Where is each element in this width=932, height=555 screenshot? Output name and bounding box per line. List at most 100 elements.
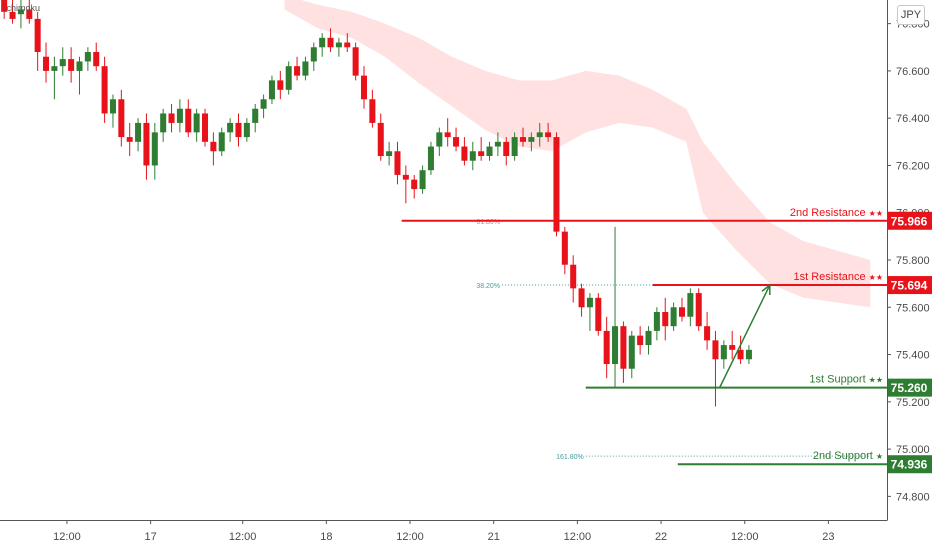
candle xyxy=(561,226,568,275)
candle xyxy=(210,132,217,166)
candle xyxy=(461,137,468,166)
price-badge xyxy=(888,211,932,230)
candle xyxy=(695,288,702,331)
candle xyxy=(411,174,418,199)
candle xyxy=(595,293,602,336)
time-tick-label: 12:00 xyxy=(53,531,81,543)
price-badge-label: 75.966 xyxy=(891,214,928,228)
candle xyxy=(511,132,518,161)
price-badge-label: 75.694 xyxy=(891,279,928,293)
candle-body xyxy=(118,99,125,138)
candle xyxy=(528,132,535,152)
candle-body xyxy=(327,37,334,48)
candle xyxy=(570,255,577,303)
level-name: 2nd Support xyxy=(813,450,873,462)
candle-body xyxy=(302,61,309,76)
candle-body xyxy=(210,141,217,152)
candle-body xyxy=(352,47,359,76)
candle-body xyxy=(185,108,192,133)
candle xyxy=(51,56,58,100)
candle xyxy=(43,42,50,83)
candle-body xyxy=(252,108,259,123)
time-tick-label: 12:00 xyxy=(229,531,257,543)
candle-body xyxy=(51,66,58,71)
candle xyxy=(185,99,192,138)
candle-body xyxy=(84,52,91,62)
candle xyxy=(68,47,75,83)
time-tick-label: 23 xyxy=(822,531,834,543)
candle xyxy=(17,0,24,29)
candle-body xyxy=(720,345,727,360)
candle xyxy=(109,94,116,128)
candle xyxy=(478,137,485,161)
candle-body xyxy=(662,312,669,327)
candle-body xyxy=(737,349,744,360)
candle xyxy=(486,141,493,161)
candle xyxy=(1,0,8,19)
time-tick-label: 21 xyxy=(488,531,500,543)
candle-body xyxy=(511,137,518,156)
candle-body xyxy=(9,11,16,19)
candle xyxy=(637,326,644,355)
price-tick-label: 76.600 xyxy=(896,66,930,78)
candle-body xyxy=(620,326,627,369)
currency-selector[interactable]: JPY xyxy=(897,5,925,25)
candle-body xyxy=(377,122,384,156)
candle-body xyxy=(637,335,644,346)
time-tick-label: 22 xyxy=(655,531,667,543)
candle-body xyxy=(294,66,301,76)
level-stars: ★★ xyxy=(869,376,883,385)
candle-body xyxy=(453,137,460,147)
candle xyxy=(143,113,150,180)
candle-body xyxy=(151,132,158,166)
level-label: 2nd Support ★ xyxy=(813,450,883,462)
candle xyxy=(436,127,443,156)
candle xyxy=(419,165,426,194)
candle-body xyxy=(570,264,577,289)
candle xyxy=(369,89,376,128)
candle-body xyxy=(260,99,267,109)
fib-label: 61.80% xyxy=(476,219,500,226)
candle xyxy=(235,113,242,147)
candle-body xyxy=(528,137,535,142)
candle-body xyxy=(193,113,200,133)
level-name: 1st Resistance xyxy=(794,271,866,283)
candle xyxy=(704,312,711,350)
candle-body xyxy=(235,122,242,138)
price-tick-label: 76.400 xyxy=(896,113,930,125)
candle xyxy=(260,94,267,119)
candle xyxy=(603,316,610,379)
candle-body xyxy=(109,99,116,114)
candle xyxy=(586,293,593,331)
candle-body xyxy=(369,99,376,123)
candle-body xyxy=(101,66,108,114)
candle-body xyxy=(603,330,610,364)
time-tick-label: 17 xyxy=(144,531,156,543)
candle-body xyxy=(419,170,426,190)
candle xyxy=(352,42,359,81)
candle-body xyxy=(436,132,443,147)
candle xyxy=(360,66,368,109)
candle xyxy=(34,11,41,71)
candle xyxy=(202,108,209,147)
candle xyxy=(335,37,342,57)
candle xyxy=(444,118,451,147)
candle-body xyxy=(277,80,284,90)
candle xyxy=(678,297,685,322)
candle-body xyxy=(168,113,175,123)
candle-body xyxy=(402,174,409,180)
candle xyxy=(670,302,677,331)
candle xyxy=(126,122,133,156)
candle xyxy=(612,226,619,388)
candle xyxy=(553,132,560,237)
candle-body xyxy=(704,326,711,341)
price-tick-label: 75.000 xyxy=(896,444,930,456)
candle-body xyxy=(695,293,702,327)
candle-body xyxy=(469,151,476,161)
candle xyxy=(402,165,409,204)
candle xyxy=(59,47,66,76)
candle xyxy=(745,345,752,364)
candle xyxy=(319,33,326,57)
